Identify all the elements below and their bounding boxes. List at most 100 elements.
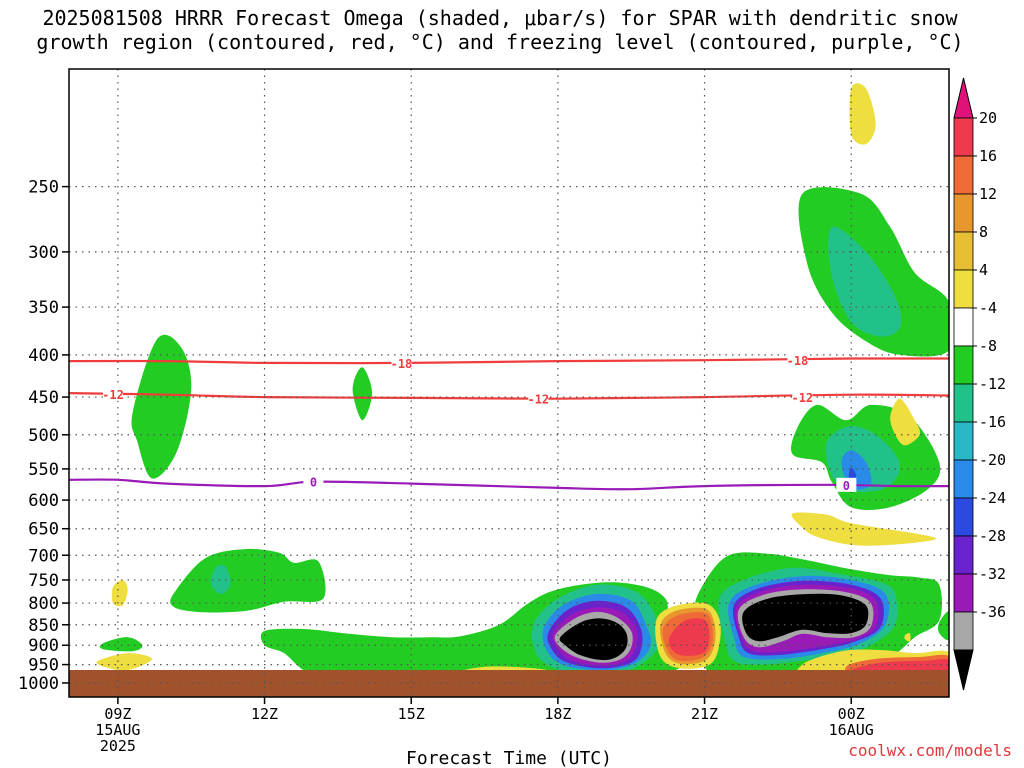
- chart-title-line-1: 2025081508 HRRR Forecast Omega (shaded, …: [42, 6, 958, 30]
- contour-label-bg: [303, 474, 324, 489]
- y-tick-label: 600: [28, 491, 59, 511]
- omega-region-neg8-38: [938, 611, 949, 641]
- colorbar-label: -4: [979, 299, 997, 317]
- x-tick-label: 12Z: [251, 705, 278, 723]
- chart-title-line-2: growth region (contoured, red, °C) and f…: [36, 30, 964, 54]
- omega-region-4-8: [890, 398, 921, 446]
- colorbar-swatch: [953, 117, 974, 157]
- colorbar-swatch: [953, 269, 974, 309]
- colorbar-bottom-arrow: [953, 649, 974, 691]
- contour-label-bg: [787, 353, 808, 368]
- colorbar: 20 16 12 8 4 -4 -8 -12 -16 -20 -24 -28 -32 -36: [953, 77, 1006, 691]
- y-tick-label: 550: [28, 460, 59, 480]
- omega-region-neg8-1: [352, 367, 373, 421]
- colorbar-label: 20: [979, 109, 997, 127]
- contour-label-0: 0: [310, 476, 317, 490]
- temperature-contours: [69, 357, 949, 491]
- colorbar-swatch: [953, 383, 974, 423]
- contour-labels: -18 -18 -12 -12 -12 0 0: [102, 353, 857, 493]
- contour-label-neg18: -18: [391, 357, 413, 371]
- colorbar-swatch: [953, 345, 974, 385]
- contour-label-bg: [391, 355, 412, 370]
- colorbar-label: -8: [979, 337, 997, 355]
- ground-surface: [69, 670, 949, 697]
- colorbar-label: 8: [979, 223, 988, 241]
- y-tick-label: 450: [28, 388, 59, 408]
- contour-label-neg12: -12: [791, 391, 813, 405]
- y-tick-label: 400: [28, 346, 59, 366]
- omega-region-neg8-11: [170, 548, 326, 613]
- omega-region-4-39: [904, 632, 911, 642]
- omega-region-neg12-12: [210, 564, 231, 595]
- colorbar-label: 4: [979, 261, 988, 279]
- colorbar-label: -12: [979, 375, 1006, 393]
- y-tick-label: 750: [28, 571, 59, 591]
- x-axis-title: Forecast Time (UTC): [406, 748, 612, 768]
- contour-label-0: 0: [843, 479, 850, 493]
- colorbar-label: 12: [979, 185, 997, 203]
- omega-region-4-10: [791, 512, 937, 546]
- contour-line-neg18: [69, 357, 949, 365]
- colorbar-label: -20: [979, 451, 1006, 469]
- y-tick-label: 800: [28, 594, 59, 614]
- colorbar-swatch: [953, 421, 974, 461]
- omega-region-neg36-29: [742, 593, 869, 642]
- colorbar-label: 16: [979, 147, 997, 165]
- colorbar-label: -16: [979, 413, 1006, 431]
- colorbar-label: -36: [979, 603, 1006, 621]
- x-tick-label: 00Z: [838, 705, 865, 723]
- omega-region-neg8-15: [99, 637, 143, 652]
- x-tick-label: 15Z: [398, 705, 425, 723]
- y-tick-label: 700: [28, 546, 59, 566]
- omega-region-20-33: [668, 618, 710, 656]
- contour-label-neg18: -18: [787, 354, 809, 368]
- omega-region-neg36-23: [559, 618, 628, 661]
- colorbar-swatch: [953, 307, 974, 347]
- contour-label-bg: [528, 391, 549, 406]
- x-tick-label: 09Z: [104, 705, 131, 723]
- colorbar-label: -28: [979, 527, 1006, 545]
- y-tick-label: 850: [28, 616, 59, 636]
- colorbar-label: -32: [979, 565, 1006, 583]
- y-tick-label: 500: [28, 426, 59, 446]
- colorbar-label: -24: [979, 489, 1006, 507]
- omega-shading: [96, 83, 949, 683]
- omega-region-4-14: [96, 653, 153, 671]
- chart-title: 2025081508 HRRR Forecast Omega (shaded, …: [0, 6, 1000, 54]
- colorbar-swatch: [953, 155, 974, 195]
- grid-lines: [69, 69, 949, 697]
- y-tick-label: 250: [28, 178, 59, 198]
- colorbar-swatch: [953, 193, 974, 233]
- colorbar-swatch: [953, 231, 974, 271]
- colorbar-top-arrow: [953, 77, 974, 119]
- y-tick-label: 650: [28, 520, 59, 540]
- colorbar-swatch: [953, 611, 974, 651]
- y-tick-label: 1000: [18, 674, 59, 694]
- contour-line-0: [69, 478, 949, 491]
- omega-region-4-9: [849, 83, 876, 145]
- y-tick-label: 950: [28, 656, 59, 676]
- contour-label-bg: [792, 390, 813, 405]
- site-credit: coolwx.com/models: [848, 741, 1012, 760]
- x-tick-label: 21Z: [691, 705, 718, 723]
- omega-region-4-13: [111, 579, 128, 607]
- x-tick-label: 15AUG: [95, 721, 140, 739]
- colorbar-swatch: [953, 573, 974, 613]
- contour-line-neg12: [69, 392, 949, 400]
- omega-region-neg12-3: [828, 226, 902, 337]
- y-tick-label: 300: [28, 243, 59, 263]
- colorbar-swatch: [953, 497, 974, 537]
- contour-label-bg: [103, 386, 123, 401]
- x-tick-label: 16AUG: [829, 721, 874, 739]
- y-tick-label: 350: [28, 298, 59, 318]
- colorbar-swatch: [953, 459, 974, 499]
- colorbar-swatch: [953, 535, 974, 575]
- omega-region-neg8-0: [131, 334, 192, 479]
- contour-label-bg: [836, 477, 857, 492]
- x-tick-label: 2025: [100, 737, 136, 755]
- plot-frame: [68, 68, 950, 698]
- contour-label-neg12: -12: [527, 393, 549, 407]
